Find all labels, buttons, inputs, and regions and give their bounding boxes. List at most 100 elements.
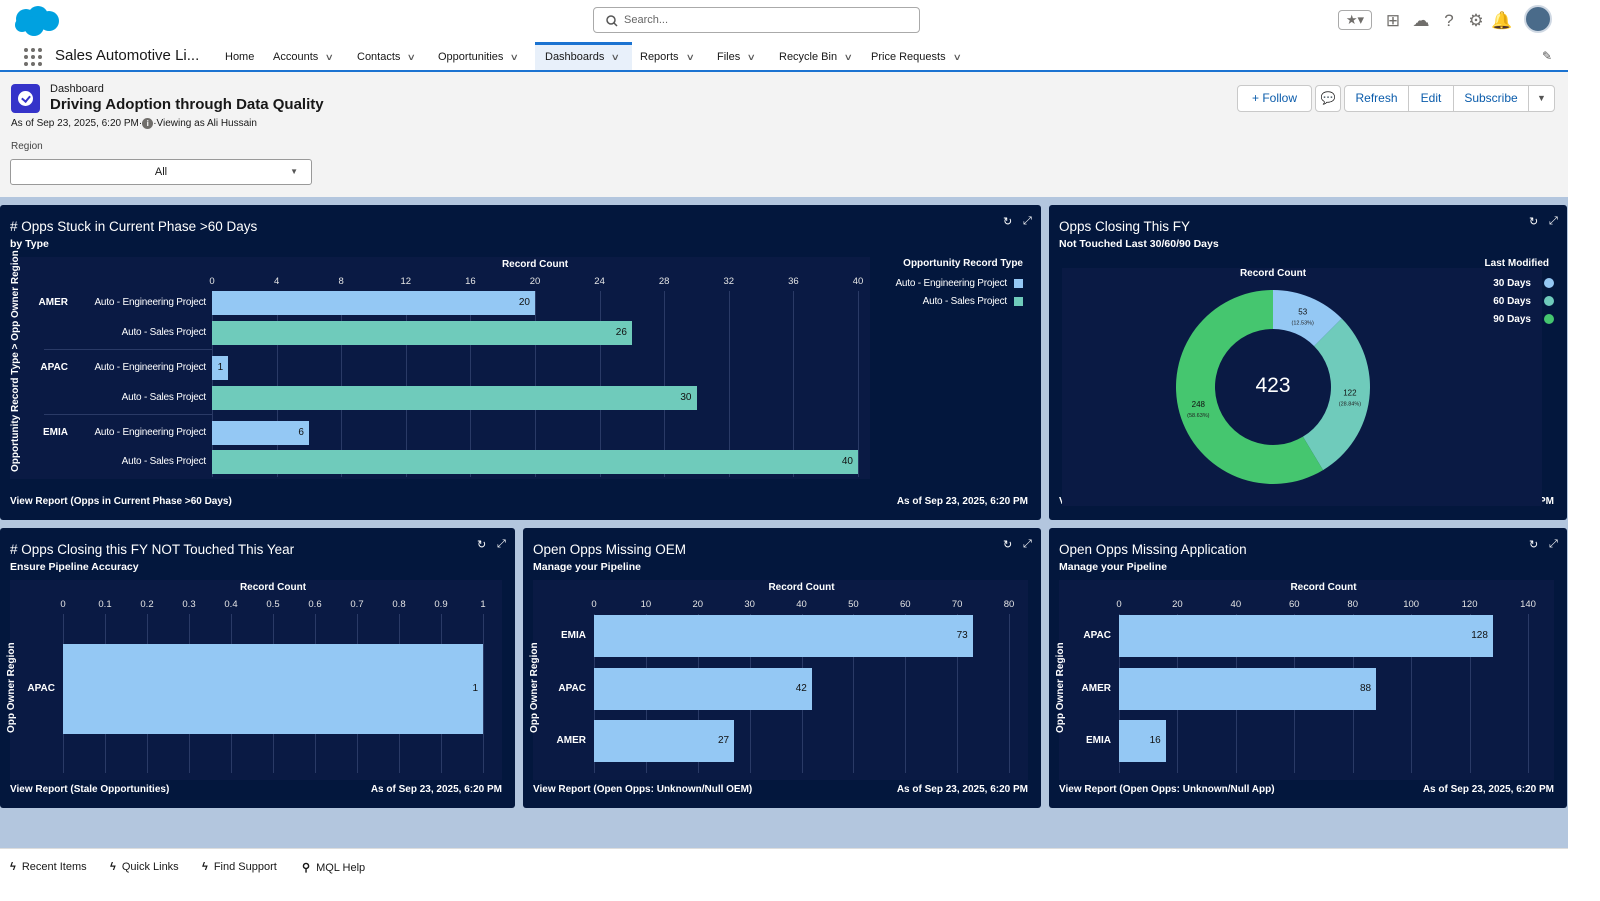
widget-expand-icon[interactable]: ⤢ xyxy=(1023,538,1032,550)
bar[interactable]: 1 xyxy=(63,644,483,734)
view-report-link[interactable]: View Report (Stale Opportunities) xyxy=(10,784,170,795)
bar[interactable]: 42 xyxy=(594,668,812,710)
utility-item-quick-links[interactable]: ϟ Quick Links xyxy=(110,861,179,873)
gridline xyxy=(599,291,601,477)
y-axis-title: Opportunity Record Type > Opp Owner Regi… xyxy=(10,250,21,472)
widget-refresh-icon[interactable]: ↻ xyxy=(1003,539,1013,551)
slice-percent: (28.84%) xyxy=(1339,401,1361,407)
bar[interactable]: 30 xyxy=(212,386,697,410)
comments-button[interactable]: 💬 xyxy=(1315,85,1341,112)
widget-expand-icon[interactable]: ⤢ xyxy=(497,538,506,550)
x-tick-label: 0 xyxy=(209,276,215,287)
chevron-down-icon[interactable]: ∨ xyxy=(685,52,695,62)
chevron-down-icon[interactable]: ∨ xyxy=(407,52,417,62)
x-tick-label: 40 xyxy=(1230,599,1242,610)
record-type-label: Auto - Sales Project xyxy=(121,392,207,403)
nav-tab-home[interactable]: Home xyxy=(225,42,254,70)
bar[interactable]: 26 xyxy=(212,321,632,345)
nav-tab-recycle-bin[interactable]: Recycle Bin ∨ xyxy=(779,42,853,70)
bar[interactable]: 73 xyxy=(594,615,973,657)
donut-slice-60-days[interactable] xyxy=(1302,318,1370,471)
salesforce-logo[interactable] xyxy=(12,5,60,37)
bar[interactable]: 88 xyxy=(1119,668,1377,710)
refresh-button[interactable]: Refresh xyxy=(1344,85,1409,112)
x-tick-label: 12 xyxy=(400,276,412,287)
region-filter-select[interactable]: All ▼ xyxy=(10,159,312,185)
x-axis-title: Record Count xyxy=(239,582,307,593)
nav-tab-files[interactable]: Files ∨ xyxy=(717,42,757,70)
widget-refresh-icon[interactable]: ↻ xyxy=(477,539,487,551)
bar[interactable]: 40 xyxy=(212,450,858,474)
legend-swatch xyxy=(1544,296,1554,306)
info-icon[interactable]: i xyxy=(142,118,154,129)
x-tick-label: 80 xyxy=(1347,599,1358,610)
bar[interactable]: 27 xyxy=(594,720,735,762)
widget-expand-icon[interactable]: ⤢ xyxy=(1549,538,1558,550)
nav-tab-opportunities[interactable]: Opportunities ∨ xyxy=(438,42,520,70)
gridline xyxy=(341,291,343,477)
legend-label: 60 Days xyxy=(1493,296,1531,307)
chevron-down-icon[interactable]: ∨ xyxy=(510,52,520,62)
more-actions-dropdown[interactable]: ▼ xyxy=(1528,85,1555,112)
bolt-icon: ϟ xyxy=(202,861,208,873)
follow-button[interactable]: + Follow xyxy=(1237,85,1312,112)
widget-as-of: As of Sep 23, 2025, 6:20 PM xyxy=(1422,784,1554,795)
chevron-down-icon[interactable]: ∨ xyxy=(746,52,757,62)
widget-refresh-icon[interactable]: ↻ xyxy=(1529,539,1539,551)
utility-item-mql-help[interactable]: ⚲ MQL Help xyxy=(302,861,365,874)
chevron-down-icon[interactable]: ∨ xyxy=(952,52,962,62)
global-search-input[interactable]: Search... xyxy=(593,7,920,33)
view-report-link[interactable]: View Report (Open Opps: Unknown/Null App… xyxy=(1059,784,1275,795)
bar[interactable]: 20 xyxy=(212,291,535,315)
nav-tab-accounts[interactable]: Accounts ∨ xyxy=(273,42,335,70)
edit-nav-pencil-icon[interactable]: ✎ xyxy=(1542,49,1553,63)
utility-item-find-support[interactable]: ϟ Find Support xyxy=(202,861,277,873)
widget-expand-icon[interactable]: ⤢ xyxy=(1023,215,1032,227)
donut-slice-30-days[interactable] xyxy=(1273,290,1342,347)
record-type-label: Auto - Sales Project xyxy=(121,327,207,338)
dashboard-widget: # Opps Stuck in Current Phase >60 Days by… xyxy=(0,205,1041,520)
app-launcher-icon[interactable] xyxy=(24,48,42,66)
bar[interactable]: 128 xyxy=(1119,615,1493,657)
nav-tab-reports[interactable]: Reports ∨ xyxy=(640,42,695,70)
nav-tab-price-requests[interactable]: Price Requests ∨ xyxy=(871,42,962,70)
donut-slice-90-days[interactable] xyxy=(1176,290,1324,484)
gridline xyxy=(728,291,730,477)
group-divider xyxy=(44,414,212,415)
widget-subtitle: Ensure Pipeline Accuracy xyxy=(10,561,139,573)
gear-icon[interactable]: ⚙ xyxy=(1468,11,1484,30)
favorites-star-icon[interactable]: ★▾ xyxy=(1338,10,1372,30)
bar[interactable]: 16 xyxy=(1119,720,1166,762)
legend-label: Auto - Sales Project xyxy=(922,296,1008,307)
nav-tab-label: Dashboards xyxy=(545,51,605,63)
avatar[interactable] xyxy=(1524,5,1552,33)
bar-value-label: 1 xyxy=(217,362,224,373)
subscribe-button[interactable]: Subscribe xyxy=(1453,85,1529,112)
chevron-down-icon[interactable]: ∨ xyxy=(324,52,335,62)
x-tick-label: 32 xyxy=(723,276,735,287)
utility-item-recent-items[interactable]: ϟ Recent Items xyxy=(10,861,87,873)
view-report-link[interactable]: View Report (Opps in Current Phase >60 D… xyxy=(10,496,232,507)
nav-tab-dashboards[interactable]: Dashboards ∨ xyxy=(535,42,632,70)
chevron-down-icon[interactable]: ∨ xyxy=(611,52,621,62)
page-scrollbar[interactable] xyxy=(1568,0,1600,901)
gridline xyxy=(858,291,859,477)
cloud-setup-icon[interactable]: ☁ xyxy=(1412,11,1430,30)
category-label: AMER xyxy=(556,735,586,746)
edit-button[interactable]: Edit xyxy=(1408,85,1454,112)
add-plus-icon[interactable]: ⊞ xyxy=(1385,11,1401,30)
x-tick-label: 28 xyxy=(658,276,670,287)
widget-refresh-icon[interactable]: ↻ xyxy=(1529,216,1539,228)
x-tick-label: 40 xyxy=(852,276,864,287)
bar[interactable]: 1 xyxy=(212,356,229,380)
widget-refresh-icon[interactable]: ↻ xyxy=(1003,216,1013,228)
widget-expand-icon[interactable]: ⤢ xyxy=(1549,215,1558,227)
nav-tab-contacts[interactable]: Contacts ∨ xyxy=(357,42,417,70)
chevron-down-icon[interactable]: ∨ xyxy=(843,52,853,62)
legend-swatch xyxy=(1544,314,1554,324)
help-icon[interactable]: ? xyxy=(1444,11,1454,30)
bell-icon[interactable]: 🔔 xyxy=(1491,11,1513,30)
bar[interactable]: 6 xyxy=(212,421,309,445)
view-report-link[interactable]: View Report (Open Opps: Unknown/Null OEM… xyxy=(533,784,753,795)
record-type-label: Auto - Engineering Project xyxy=(94,362,206,373)
